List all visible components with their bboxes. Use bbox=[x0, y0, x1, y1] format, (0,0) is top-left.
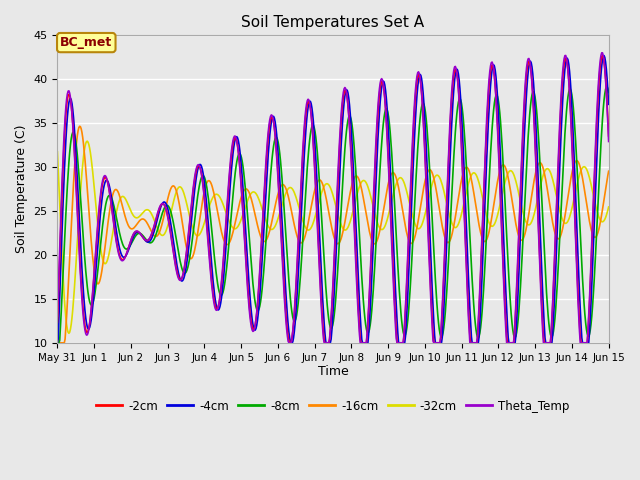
-2cm bbox=[401, 323, 408, 328]
-4cm bbox=[120, 254, 128, 260]
-8cm bbox=[120, 244, 128, 250]
-32cm bbox=[65, 330, 73, 336]
-2cm bbox=[176, 276, 184, 282]
Legend: -2cm, -4cm, -8cm, -16cm, -32cm, Theta_Temp: -2cm, -4cm, -8cm, -16cm, -32cm, Theta_Te… bbox=[92, 395, 575, 417]
-16cm bbox=[55, 340, 63, 346]
Y-axis label: Soil Temperature (C): Soil Temperature (C) bbox=[15, 125, 28, 253]
-4cm bbox=[400, 340, 408, 346]
-32cm bbox=[54, 149, 61, 155]
-2cm bbox=[205, 251, 213, 256]
-4cm bbox=[176, 276, 184, 282]
Line: Theta_Temp: Theta_Temp bbox=[58, 53, 609, 343]
-8cm bbox=[176, 258, 184, 264]
-16cm bbox=[402, 224, 410, 230]
-8cm bbox=[63, 183, 71, 189]
-2cm bbox=[598, 53, 606, 59]
Line: -4cm: -4cm bbox=[58, 56, 609, 343]
Theta_Temp bbox=[417, 81, 424, 87]
-8cm bbox=[205, 203, 213, 208]
-32cm bbox=[207, 199, 214, 205]
Theta_Temp bbox=[401, 319, 408, 325]
Theta_Temp bbox=[120, 256, 128, 262]
Theta_Temp bbox=[205, 254, 213, 260]
X-axis label: Time: Time bbox=[317, 365, 348, 378]
Theta_Temp bbox=[605, 139, 612, 144]
Theta_Temp bbox=[63, 91, 71, 97]
-8cm bbox=[604, 84, 611, 89]
-8cm bbox=[416, 116, 424, 121]
Line: -2cm: -2cm bbox=[58, 56, 609, 343]
-32cm bbox=[178, 185, 186, 191]
-8cm bbox=[400, 332, 408, 338]
-4cm bbox=[63, 114, 71, 120]
Theta_Temp bbox=[598, 50, 605, 56]
-4cm bbox=[54, 340, 61, 346]
-4cm bbox=[605, 101, 612, 107]
-16cm bbox=[605, 168, 612, 174]
-2cm bbox=[605, 133, 612, 139]
-32cm bbox=[402, 184, 410, 190]
Line: -8cm: -8cm bbox=[58, 86, 609, 343]
-32cm bbox=[63, 326, 71, 332]
-32cm bbox=[122, 196, 129, 202]
-8cm bbox=[605, 90, 612, 96]
Theta_Temp bbox=[176, 277, 184, 283]
Line: -32cm: -32cm bbox=[58, 141, 609, 333]
-32cm bbox=[418, 223, 426, 228]
-2cm bbox=[63, 96, 71, 102]
-2cm bbox=[54, 320, 61, 325]
-2cm bbox=[286, 340, 294, 346]
-4cm bbox=[600, 53, 608, 59]
Theta_Temp bbox=[285, 340, 292, 346]
-16cm bbox=[418, 197, 426, 203]
-4cm bbox=[416, 72, 424, 77]
-16cm bbox=[178, 216, 186, 221]
Text: BC_met: BC_met bbox=[60, 36, 113, 49]
-32cm bbox=[83, 138, 91, 144]
-16cm bbox=[207, 180, 214, 186]
Line: -16cm: -16cm bbox=[58, 126, 609, 343]
-16cm bbox=[64, 286, 72, 291]
-2cm bbox=[120, 256, 128, 262]
-16cm bbox=[122, 216, 129, 221]
-2cm bbox=[417, 81, 424, 87]
-16cm bbox=[76, 123, 83, 129]
Theta_Temp bbox=[54, 313, 61, 319]
-16cm bbox=[54, 324, 61, 330]
-32cm bbox=[605, 204, 612, 210]
-8cm bbox=[54, 340, 61, 346]
-4cm bbox=[205, 232, 213, 238]
Title: Soil Temperatures Set A: Soil Temperatures Set A bbox=[241, 15, 424, 30]
